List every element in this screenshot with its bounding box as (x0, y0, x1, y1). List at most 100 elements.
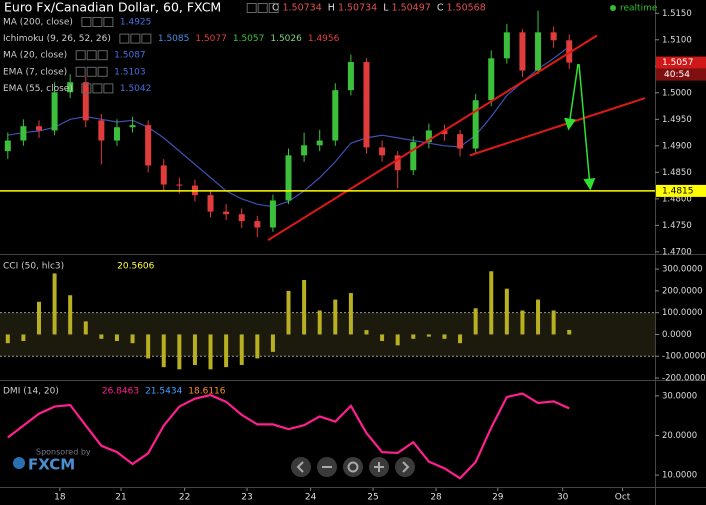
nav-buttons (291, 457, 415, 477)
candle-body (550, 32, 557, 41)
candle-body (129, 125, 136, 128)
legend-icon (81, 17, 92, 27)
candle-body (394, 155, 401, 171)
legend-icon (246, 3, 257, 13)
cci-bar (520, 310, 525, 335)
cci-bar (333, 299, 338, 335)
y-tick-label: 1.4700 (662, 247, 692, 257)
scroll-right-button[interactable] (395, 457, 415, 477)
cci-bar (255, 334, 260, 359)
indicator-title: CCI (50, hlc3) (3, 262, 64, 272)
x-tick-label: 25 (367, 493, 378, 503)
cci-bar (99, 334, 104, 339)
brand-logo (13, 457, 25, 469)
cci-bar (442, 334, 447, 339)
legend-icon (75, 66, 86, 77)
candle-body (207, 195, 214, 212)
reset-button[interactable] (343, 457, 363, 477)
cci-bar (114, 334, 119, 341)
legend-icon (103, 17, 114, 27)
indicator-title: DMI (14, 20) (3, 387, 59, 397)
cci-bar (52, 273, 57, 335)
indicator-value: 1.5085 (158, 34, 190, 44)
candle-body (301, 145, 308, 156)
legend-icon (86, 50, 97, 61)
ohlc-label: L (383, 3, 389, 14)
y-tick-label: 20.0000 (662, 431, 697, 441)
legend-icon (92, 17, 103, 27)
icon (402, 461, 410, 473)
icon (374, 462, 384, 472)
indicator-value: 20.5606 (117, 262, 154, 272)
cci-bar (270, 334, 275, 352)
y-tick-label: -100.0000 (662, 352, 706, 362)
cci-bar (504, 288, 509, 335)
legend-icon (268, 3, 279, 13)
icon (347, 461, 359, 473)
ohlc-value: 1.50734 (338, 3, 377, 14)
candle-body (425, 130, 432, 143)
indicator-value: 1.5077 (195, 34, 227, 44)
trend-line (267, 34, 598, 242)
candle-body (535, 32, 542, 71)
cci-bar (395, 334, 400, 346)
legend-icon (92, 83, 103, 94)
cci-bar (426, 334, 431, 337)
y-tick-label: 30.0000 (662, 391, 697, 401)
ohlc-value: 1.50734 (282, 3, 321, 14)
cci-bar (302, 279, 307, 335)
indicator-value: 1.5087 (114, 51, 146, 61)
x-tick-label: Oct (615, 493, 631, 503)
y-tick-label: 1.5150 (662, 9, 692, 19)
cci-bar (68, 295, 73, 335)
cci-bar (458, 334, 463, 344)
sponsor-text: Sponsored by (36, 448, 91, 457)
cci-bar (177, 334, 182, 370)
ohlc-value: 1.50568 (446, 3, 485, 14)
candle-body (347, 62, 354, 91)
candle-body (410, 142, 417, 171)
cci-bar (83, 321, 88, 335)
y-tick-label: 1.5100 (662, 35, 692, 45)
x-tick-label: 30 (557, 493, 569, 503)
y-tick-label: 1.4850 (662, 168, 692, 178)
ohlc-label: C (437, 3, 444, 14)
cci-bar (364, 330, 369, 335)
candle-body (457, 134, 464, 149)
y-tick-label: -200.0000 (662, 374, 706, 384)
ohlc-label: H (328, 3, 335, 14)
trend-line (469, 97, 646, 157)
indicator-value: 1.5057 (233, 34, 265, 44)
y-tick-label: 200.0000 (662, 286, 703, 296)
legend-icon (130, 33, 141, 44)
realtime-dot (610, 5, 616, 11)
legend-icon (119, 33, 130, 44)
candle-body (20, 126, 27, 141)
legend-icon (86, 66, 97, 77)
scroll-left-button[interactable] (291, 457, 311, 477)
arrow (578, 63, 596, 191)
price-label-box (656, 184, 706, 197)
y-tick-label: 10.0000 (662, 471, 697, 481)
realtime-label: realtime (620, 4, 658, 14)
indicator-value: 21.5434 (145, 387, 182, 397)
candle-body (332, 90, 339, 141)
cci-bar (317, 310, 322, 335)
cci-bar (21, 334, 26, 341)
indicator-name: EMA (55, close) (3, 84, 73, 94)
indicator-name: EMA (7, close) (3, 67, 67, 77)
cci-bar (36, 301, 41, 335)
x-tick-label: 24 (305, 493, 317, 503)
x-tick-label: 28 (430, 493, 442, 503)
legend-icon (257, 3, 268, 13)
candle-body (379, 147, 386, 156)
cci-bar (551, 310, 556, 335)
cci-bar (146, 334, 151, 359)
cci-bar (192, 334, 197, 365)
y-tick-label: 1.4900 (662, 141, 692, 151)
candle-body (113, 127, 120, 141)
y-tick-label: 300.0000 (662, 265, 703, 275)
candle-body (363, 62, 370, 148)
cci-bar (5, 334, 10, 344)
